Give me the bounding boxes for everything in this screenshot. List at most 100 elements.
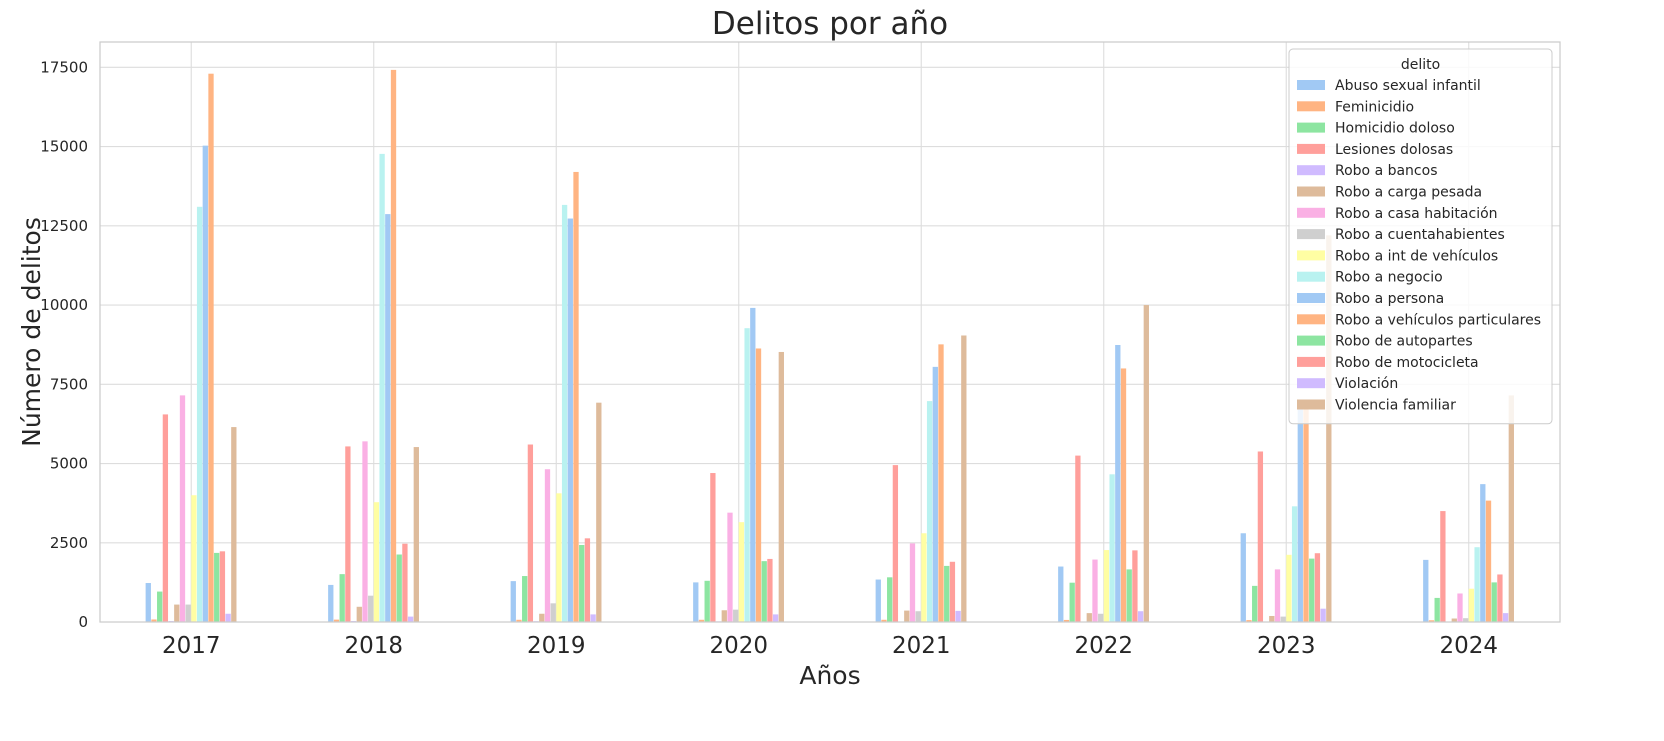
bar (938, 344, 944, 622)
legend-box (1288, 48, 1553, 425)
bar (1063, 619, 1070, 622)
x-tick-label: 2018 (344, 633, 403, 659)
bar (1280, 616, 1286, 622)
bar (1126, 569, 1132, 622)
legend-entry: Abuso sexual infantil (1335, 78, 1481, 94)
legend-swatch (1297, 335, 1325, 346)
bar (698, 619, 705, 622)
bar (556, 493, 562, 622)
bar (1309, 558, 1315, 622)
bar (892, 465, 899, 622)
legend-entry: Robo de motocicleta (1335, 355, 1479, 371)
bar (738, 522, 745, 622)
legend-swatch (1297, 122, 1325, 133)
bar (1474, 547, 1480, 622)
legend-entry: Robo a bancos (1335, 163, 1438, 179)
bar (881, 619, 887, 622)
bar (1428, 620, 1435, 622)
bar (961, 335, 967, 622)
y-tick-label: 2500 (50, 534, 88, 552)
bar (1508, 395, 1514, 622)
bar (721, 610, 727, 622)
legend-entry: Homicidio doloso (1335, 121, 1455, 137)
bar (596, 402, 602, 622)
bar (693, 582, 699, 622)
bar (1451, 618, 1457, 622)
bar (1457, 593, 1463, 622)
bar (185, 604, 191, 622)
bar (1132, 550, 1138, 622)
bar (373, 502, 380, 622)
bar (1257, 451, 1264, 622)
legend-swatch (1297, 250, 1325, 261)
legend-entry: Lesiones dolosas (1335, 142, 1453, 158)
bar (1274, 569, 1281, 622)
bar (191, 495, 197, 622)
bar (1098, 613, 1104, 622)
legend-swatch (1297, 293, 1325, 303)
bar (1286, 554, 1292, 622)
legend-title: delito (1401, 57, 1440, 73)
bar (1143, 305, 1149, 622)
legend-swatch (1297, 101, 1325, 112)
bar (915, 611, 921, 622)
legend-swatch (1297, 356, 1325, 367)
bar (755, 348, 762, 622)
bar (385, 214, 391, 622)
legend-entry: Robo a casa habitación (1335, 206, 1498, 222)
x-ticks: 2017 2018 2019 2020 2021 2022 2023 2024 (162, 633, 1498, 659)
bar (1269, 615, 1275, 622)
bar (875, 579, 881, 622)
chart-title: Delitos por año (712, 6, 948, 42)
bar (345, 446, 351, 622)
bar (516, 619, 522, 622)
bar (1440, 511, 1446, 622)
bar (544, 469, 551, 622)
bars (145, 69, 1514, 623)
x-tick-label: 2021 (892, 633, 951, 659)
legend-entry: Violencia familiar (1335, 398, 1456, 414)
bar (573, 171, 579, 622)
bar (1058, 566, 1064, 622)
bar (162, 414, 169, 622)
bar (904, 610, 910, 622)
bar (579, 544, 585, 622)
bar (1480, 484, 1486, 622)
y-tick-label: 0 (78, 613, 88, 631)
y-tick-label: 5000 (50, 455, 88, 473)
bar (151, 619, 157, 622)
legend-entry: Robo a carga pesada (1335, 185, 1482, 201)
bar (887, 577, 893, 622)
bar (750, 307, 756, 622)
legend-swatch (1297, 314, 1325, 325)
bar (767, 558, 773, 622)
bar (1103, 550, 1110, 622)
bar (1497, 574, 1503, 622)
bar (955, 610, 961, 622)
bar (567, 218, 573, 622)
y-tick-label: 10000 (40, 296, 88, 314)
y-axis-label: Número de delitos (17, 217, 46, 447)
legend-swatch (1297, 271, 1325, 282)
legend-swatch (1297, 399, 1325, 410)
legend-swatch (1297, 378, 1325, 389)
x-tick-label: 2022 (1074, 633, 1133, 659)
bar (1092, 559, 1098, 622)
bar (1326, 235, 1332, 623)
legend-swatch (1297, 207, 1325, 218)
bar (772, 614, 779, 622)
legend-swatch (1297, 229, 1325, 240)
legend-entry: Feminicidio (1335, 99, 1414, 115)
bar (368, 595, 374, 622)
bar (1086, 613, 1092, 622)
bar (179, 395, 186, 622)
y-tick-label: 17500 (40, 58, 88, 76)
bar (1115, 344, 1121, 622)
bar (356, 606, 362, 622)
bar (1297, 406, 1303, 622)
bar (219, 551, 226, 622)
bar (1485, 500, 1492, 622)
bar (1423, 559, 1429, 622)
bar (202, 145, 208, 622)
legend-entry: Robo a cuentahabientes (1335, 227, 1505, 243)
